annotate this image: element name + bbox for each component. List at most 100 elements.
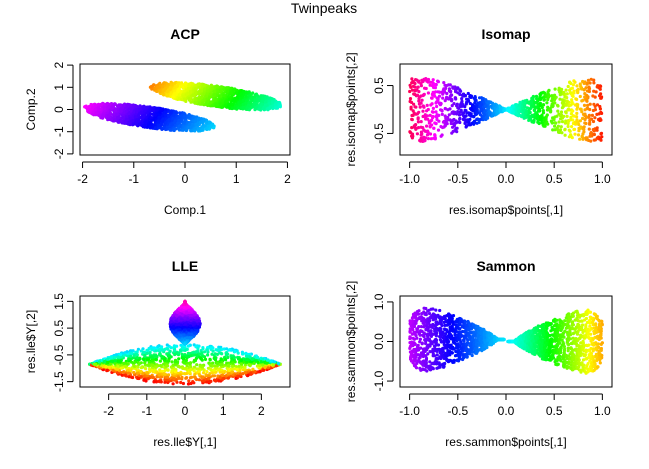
data-point [87, 105, 92, 109]
data-point [589, 77, 593, 81]
data-point [414, 123, 418, 127]
data-point [586, 78, 591, 82]
data-point [85, 107, 89, 111]
data-point [416, 120, 420, 124]
data-point [428, 124, 432, 128]
data-point [192, 381, 196, 385]
data-point [529, 100, 533, 104]
data-point [553, 124, 557, 128]
data-point [122, 111, 126, 115]
data-point [149, 122, 154, 126]
data-point [276, 361, 280, 365]
data-point [103, 106, 107, 110]
data-point [152, 380, 156, 384]
data-point [539, 114, 543, 118]
data-point [253, 98, 257, 102]
data-point [131, 375, 135, 380]
data-point [263, 103, 268, 107]
data-point [473, 96, 477, 100]
data-point [112, 102, 117, 106]
data-point [192, 369, 196, 373]
data-point [219, 102, 223, 106]
data-point [181, 85, 185, 89]
data-point [188, 368, 193, 372]
data-point [581, 132, 585, 136]
data-point [200, 96, 204, 100]
data-point [569, 118, 573, 122]
data-point [171, 117, 175, 121]
data-point [587, 113, 592, 117]
data-point [165, 378, 169, 382]
data-point [444, 84, 449, 88]
data-point [595, 128, 599, 132]
data-point [181, 381, 185, 386]
data-point [173, 348, 177, 352]
data-point [578, 126, 582, 130]
data-point [547, 88, 551, 92]
data-point [145, 125, 149, 129]
data-point [233, 98, 237, 102]
data-point [165, 93, 169, 97]
data-point [414, 78, 418, 82]
data-point [209, 101, 213, 105]
data-point [433, 133, 437, 137]
data-point [162, 362, 166, 366]
data-point [266, 107, 270, 111]
data-point [437, 90, 441, 94]
data-point [107, 365, 111, 369]
data-point [542, 118, 546, 122]
data-point [184, 88, 188, 92]
data-point [480, 98, 485, 102]
data-point [591, 94, 595, 98]
data-point [141, 115, 145, 119]
data-point [163, 357, 167, 361]
data-point [163, 110, 167, 114]
data-point [587, 89, 592, 94]
data-point [168, 128, 172, 132]
data-point [188, 114, 192, 118]
data-point [471, 109, 475, 113]
data-point [186, 125, 190, 130]
data-point [560, 106, 565, 110]
data-point [190, 375, 194, 379]
data-point [195, 363, 199, 367]
data-point [411, 134, 415, 138]
data-point [245, 357, 249, 362]
data-point [173, 352, 177, 357]
data-point [184, 358, 188, 362]
data-point [541, 109, 545, 113]
data-point [453, 110, 457, 114]
data-point [550, 97, 555, 101]
data-point [119, 353, 123, 357]
data-point [134, 352, 138, 356]
data-point [211, 103, 215, 107]
data-point [421, 93, 425, 98]
data-point [408, 89, 412, 94]
data-point [194, 86, 198, 90]
data-point [598, 104, 602, 109]
data-point [584, 114, 588, 118]
data-point [165, 343, 169, 347]
data-point [585, 99, 589, 103]
data-point [261, 96, 265, 100]
data-point [197, 378, 201, 382]
data-point [169, 123, 173, 127]
data-point [575, 88, 579, 92]
data-point [440, 90, 444, 94]
data-point [415, 132, 419, 136]
data-point [461, 117, 465, 121]
data-point [567, 128, 571, 132]
data-point [575, 84, 579, 88]
data-point [182, 120, 186, 124]
data-point [565, 92, 569, 96]
data-point [245, 99, 249, 103]
data-point [451, 86, 456, 90]
data-point [419, 82, 423, 86]
data-point [158, 123, 162, 128]
data-point [558, 97, 562, 101]
y-tick-label: 0.5 [372, 77, 386, 94]
data-point [145, 105, 149, 109]
data-point [441, 120, 446, 124]
x-tick-label: -0.5 [447, 172, 468, 186]
data-point [271, 100, 275, 104]
